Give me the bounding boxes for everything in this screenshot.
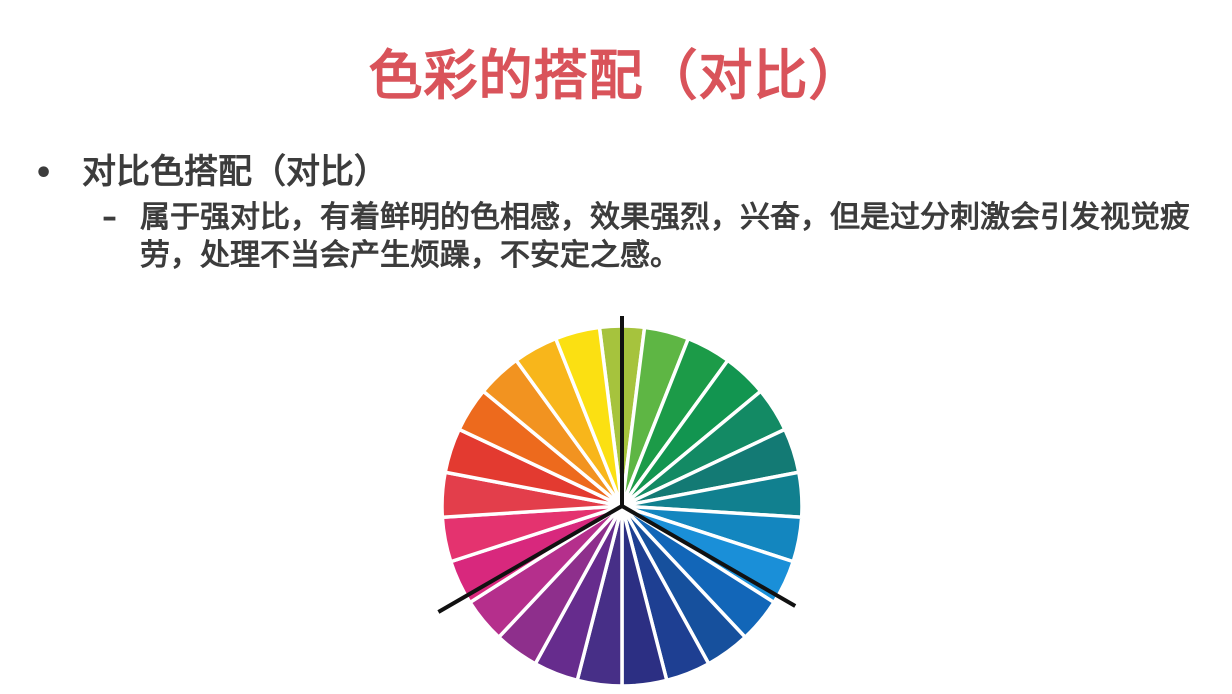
bullet-marker: •: [34, 156, 54, 191]
sub-bullet-item: – 属于强对比，有着鲜明的色相感，效果强烈，兴奋，但是过分刺激会引发视觉疲劳，处…: [102, 199, 1192, 275]
color-wheel-pointer-line: [437, 504, 623, 614]
color-wheel-segment: [553, 325, 624, 508]
color-wheel: [437, 316, 804, 688]
sub-bullet-marker: –: [102, 200, 117, 235]
bullet-item: • 对比色搭配（对比）: [34, 150, 388, 196]
color-wheel-pointers: [437, 316, 797, 614]
slide-title: 色彩的搭配（对比）: [368, 44, 864, 107]
sub-bullet-text: 属于强对比，有着鲜明的色相感，效果强烈，兴奋，但是过分刺激会引发视觉疲劳，处理不…: [140, 200, 1190, 273]
bullet-text: 对比色搭配（对比）: [82, 152, 388, 192]
color-wheel-pointer-line: [621, 504, 797, 608]
